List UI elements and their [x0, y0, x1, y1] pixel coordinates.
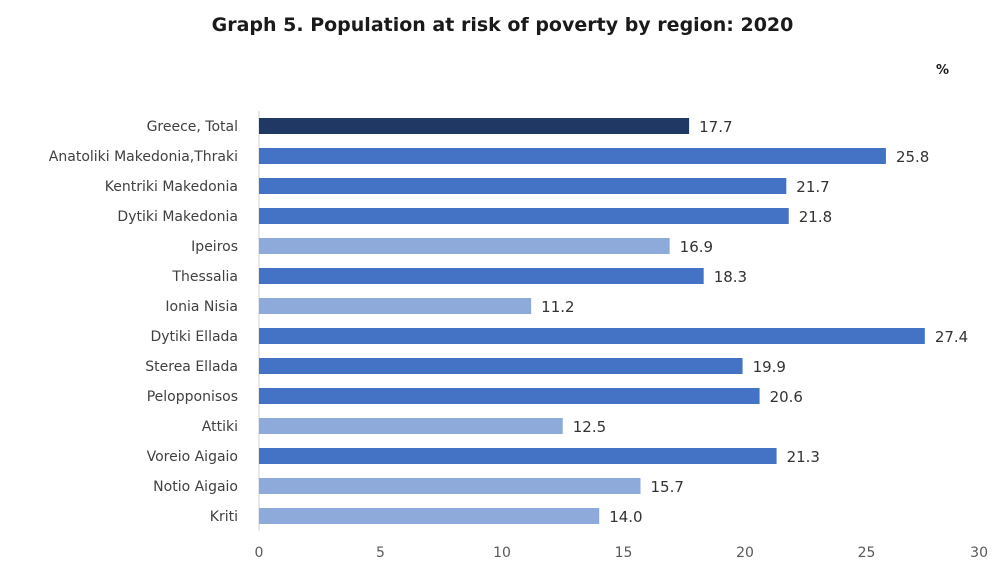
value-labels-group: 17.7 25.8 21.7 21.8 16.918.3 11.2 27.4 19.9 20.6…: [541, 118, 968, 526]
bar: [259, 358, 743, 374]
data-label: 16.9: [680, 238, 713, 256]
category-labels-group: Greece, Total Anatoliki Makedonia,Thraki K…: [49, 119, 238, 525]
data-label: 17.7: [699, 118, 732, 136]
x-tick-labels-group: 0 5 10 15 20 25 30: [255, 545, 988, 561]
bar: [259, 208, 789, 224]
bar: [259, 178, 787, 194]
category-label: Attiki: [202, 419, 238, 435]
x-tick-label: 0: [255, 545, 264, 561]
x-tick-label: 10: [493, 545, 511, 561]
x-tick-label: 15: [615, 545, 633, 561]
category-label: Anatoliki Makedonia,Thraki: [49, 149, 238, 165]
data-label: 21.7: [796, 178, 829, 196]
data-label: 27.4: [935, 328, 968, 346]
x-tick-label: 25: [858, 545, 876, 561]
category-label: Sterea Ellada: [145, 359, 238, 375]
bar: [259, 478, 641, 494]
bar: [259, 388, 760, 404]
bar: [259, 418, 563, 434]
x-tick-label: 5: [376, 545, 385, 561]
data-label: 25.8: [896, 148, 929, 166]
chart-title: Graph 5. Population at risk of poverty b…: [211, 14, 794, 36]
data-label: 21.3: [787, 448, 820, 466]
category-label: Kriti: [210, 509, 238, 525]
bar: [259, 508, 600, 524]
category-label: Greece, Total: [147, 119, 238, 135]
x-tick-label: 20: [736, 545, 754, 561]
category-label: Dytiki Ellada: [150, 329, 238, 345]
x-tick-label: 30: [970, 545, 988, 561]
bar: [259, 268, 704, 284]
category-label: Notio Aigaio: [153, 479, 238, 495]
data-label: 12.5: [573, 418, 606, 436]
data-label: 11.2: [541, 298, 574, 316]
category-label: Voreio Aigaio: [147, 449, 238, 465]
bar: [259, 328, 925, 344]
data-label: 14.0: [609, 508, 642, 526]
bar: [259, 238, 670, 254]
category-label: Pelopponisos: [147, 389, 238, 405]
category-label: Kentriki Makedonia: [105, 179, 238, 195]
unit-label: %: [936, 63, 950, 78]
bar: [259, 298, 532, 314]
data-label: 15.7: [651, 478, 684, 496]
bar: [259, 148, 886, 164]
category-label: Ipeiros: [191, 239, 238, 255]
bar: [259, 118, 690, 134]
data-label: 21.8: [799, 208, 832, 226]
data-label: 19.9: [753, 358, 786, 376]
bars-group: [259, 118, 925, 524]
data-label: 20.6: [770, 388, 803, 406]
bar: [259, 448, 777, 464]
data-label: 18.3: [714, 268, 747, 286]
category-label: Dytiki Makedonia: [117, 209, 238, 225]
category-label: Thessalia: [171, 269, 238, 285]
category-label: Ionia Nisia: [165, 299, 238, 315]
